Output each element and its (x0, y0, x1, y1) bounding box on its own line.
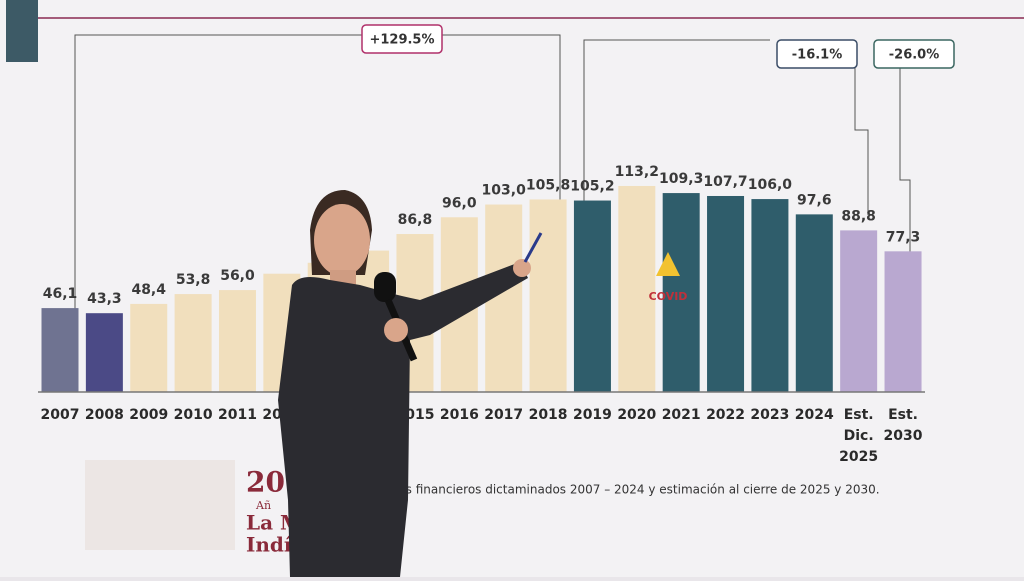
annotation: +129.5% (369, 33, 434, 48)
bracket (74, 34, 561, 330)
bar (573, 200, 611, 392)
bracket (854, 68, 869, 215)
bar (529, 199, 567, 392)
bar (707, 195, 745, 392)
value-label: 113,2 (615, 164, 659, 180)
bracket (583, 39, 770, 205)
suit (278, 262, 528, 577)
x-tick-label: 2016 (440, 407, 479, 423)
x-tick-label: 2024 (795, 407, 834, 423)
bar (218, 290, 256, 392)
x-tick-label: 2022 (706, 407, 745, 423)
x-tick-label: 2018 (529, 407, 568, 423)
annotation-box (776, 39, 858, 69)
x-tick-label: 2020 (617, 407, 656, 423)
value-label: 77,3 (886, 229, 921, 245)
hand (513, 259, 531, 277)
bar (884, 251, 922, 392)
x-tick-label: Est. 2030 (884, 407, 923, 444)
bar (751, 199, 789, 392)
value-label: 105,2 (570, 179, 614, 195)
value-label: 106,0 (748, 177, 793, 193)
logo: 20 Añ La M Indíg (85, 460, 305, 557)
value-label: 107,7 (703, 174, 747, 190)
x-tick-label: 2021 (662, 407, 701, 423)
bar (174, 294, 212, 392)
annotation: -26.0% (889, 48, 940, 63)
value-label: 88,8 (841, 208, 876, 224)
pen (523, 232, 543, 263)
value-label: 46,1 (43, 286, 78, 302)
presenter (278, 190, 543, 577)
x-tick-label: 2008 (85, 407, 124, 423)
value-label: 96,0 (442, 195, 477, 211)
hand (384, 318, 408, 342)
value-label: 53,8 (176, 272, 211, 288)
value-label: 86,8 (398, 212, 433, 228)
footnote: estados financieros dictaminados 2007 – … (365, 483, 880, 497)
logo-figures (85, 460, 235, 550)
bracket (899, 68, 911, 278)
x-tick-label: 2009 (129, 407, 168, 423)
warning-icon (656, 252, 680, 276)
x-tick-label: 2019 (573, 407, 612, 423)
bar (795, 214, 833, 392)
value-label: 109,3 (659, 171, 703, 187)
bar (662, 193, 700, 392)
annotation-box (873, 39, 955, 69)
brackets (74, 34, 911, 330)
value-label: 48,4 (131, 282, 166, 298)
bar (85, 313, 123, 392)
x-tick-label: 2007 (41, 407, 80, 423)
value-label: 56,0 (220, 268, 255, 284)
value-label: 103,0 (482, 183, 527, 199)
bar (618, 185, 656, 392)
face (314, 204, 370, 276)
bar (840, 230, 878, 392)
annotation: -16.1% (792, 48, 843, 63)
annotation: COVID (649, 290, 688, 303)
logo-text: Añ (255, 499, 271, 512)
x-tick-label: Est. Dic. 2025 (839, 407, 878, 465)
corner-block (6, 0, 38, 62)
x-tick-label: 2017 (484, 407, 523, 423)
value-label: 105,8 (526, 177, 570, 193)
bar (41, 308, 79, 392)
x-tick-label: 2023 (750, 407, 789, 423)
microphone (374, 272, 396, 302)
x-tick-label: 2010 (174, 407, 213, 423)
logo-text: 20 (246, 466, 285, 499)
x-tick-label: 2011 (218, 407, 257, 423)
annotation-box (361, 24, 443, 54)
value-label: 97,6 (797, 192, 832, 208)
value-label: 43,3 (87, 291, 122, 307)
bar (130, 303, 168, 392)
